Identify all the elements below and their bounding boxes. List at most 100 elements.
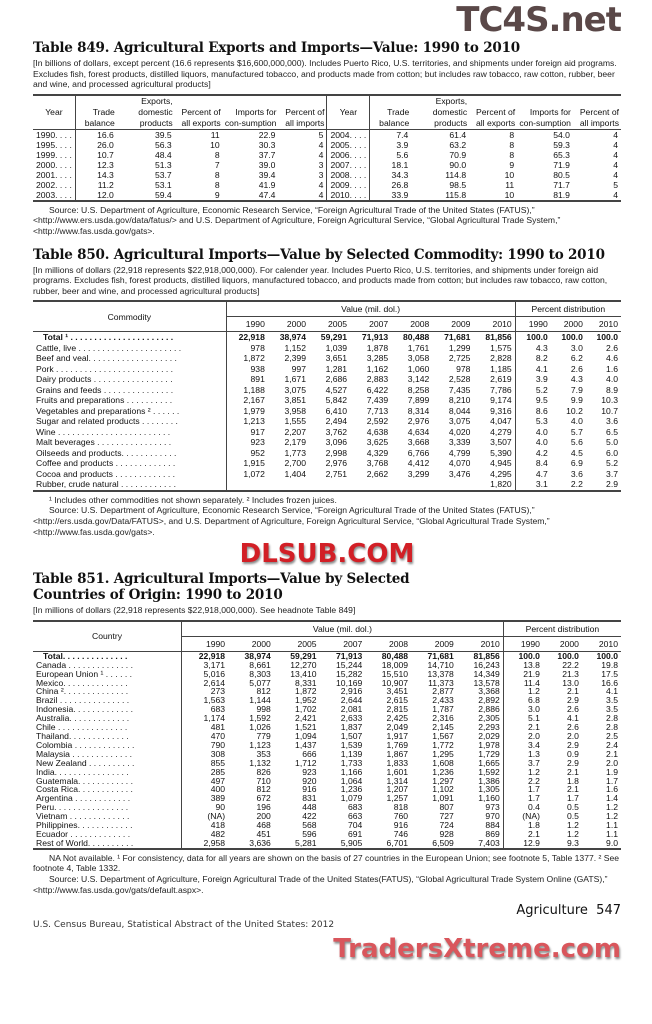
table-cell: 38,974 (279, 332, 306, 343)
table-cell: 15,244 (336, 659, 363, 670)
table-cell: 2,815 (386, 704, 409, 715)
table-cell: 2.0 (566, 730, 579, 741)
table-cell: 5.0 (606, 437, 618, 448)
table-cell: 4,527 (325, 384, 348, 395)
table-cell: 2,145 (432, 722, 454, 733)
year-header: 2008 (365, 636, 412, 652)
table-row: Total. . . . . . . . . . . . . . 22,918 38… (33, 650, 621, 661)
table-cell: 81,856 (473, 331, 516, 343)
table-cell: 1.9 (606, 766, 618, 777)
table-cell: 80,488 (381, 650, 409, 661)
table-cell: 10,907 (381, 677, 409, 688)
table-cell: 1,060 (407, 363, 430, 374)
table-cell: 2005. . . . (326, 139, 371, 150)
table-cell: 1,608 (432, 757, 454, 768)
table-cell: 11 (210, 129, 220, 140)
table-850-title: Table 850. Agricultural Imports—Value by… (33, 246, 605, 263)
table-cell: 285 (210, 766, 226, 777)
table-cell: 100.0 (526, 332, 548, 343)
table-cell: 6,410 (325, 405, 348, 416)
table-cell: 21.3 (562, 668, 579, 679)
table-row: Rubber, crude natural . . . . . . . . . … (33, 479, 621, 491)
table-cell: 2008. . . . (326, 169, 371, 180)
table-cell: 15,510 (381, 668, 409, 679)
table-851-footnote: NA Not available. ¹ For consistency, dat… (33, 852, 620, 874)
table-cell: 1,507 (340, 730, 363, 741)
table-cell: 2,976 (325, 458, 348, 469)
table-cell: 5,905 (340, 837, 363, 848)
table-cell: 4 (613, 139, 618, 150)
table-cell (350, 479, 391, 491)
table-cell: 4,799 (448, 447, 471, 458)
table-cell: 2.6 (570, 363, 583, 374)
table-cell: 4.6 (606, 353, 618, 364)
table-cell: 724 (439, 820, 454, 831)
table-cell: 0.9 (566, 748, 579, 759)
row-label: Malaysia . . . . . . . . . . . . . (33, 749, 183, 759)
year-header: 2010 (473, 316, 516, 333)
table-cell: 1.7 (528, 784, 540, 795)
table-cell: 3.9 (535, 374, 548, 385)
table-cell: 855 (210, 757, 226, 768)
table-cell: 8 (214, 169, 220, 180)
table-row: Wine . . . . . . . . . . . . . . . . . .… (33, 426, 621, 438)
table-cell: 13,578 (456, 678, 504, 688)
table-row: Beef and veal. . . . . . . . . . . . . .… (33, 353, 621, 364)
column-header: Trade balance (369, 94, 412, 130)
table-cell: 1,769 (386, 739, 409, 750)
table-cell: 17.5 (601, 668, 618, 679)
table-cell: 9 (214, 189, 220, 200)
table-cell: 3 (278, 169, 328, 180)
column-header: Imports for con-sumption (222, 94, 279, 130)
row-label: Oilseeds and products. . . . . . . . . .… (33, 447, 227, 459)
header-row: Commodity Value (mil. dol.) Percent distri… (33, 301, 621, 333)
table-cell: 2,167 (243, 395, 265, 406)
table-cell: 727 (439, 811, 454, 822)
table-cell: 3,171 (203, 659, 226, 670)
column-header: Trade balance (75, 94, 117, 130)
table-cell: 3,451 (386, 686, 409, 697)
table-row: Fruits and preparations . . . . . . . . … (33, 395, 621, 406)
table-cell: 3,476 (448, 468, 471, 479)
table-cell: 884 (456, 821, 504, 830)
table-cell: 1,236 (432, 766, 454, 777)
table-cell: 7,435 (448, 384, 471, 395)
table-row: Mexico. . . . . . . . . . . . . . 2,614 5,… (33, 677, 621, 688)
table-cell: 1,162 (366, 363, 389, 374)
year-header: 2000 (550, 316, 586, 333)
table-cell: 59,291 (320, 332, 348, 343)
table-cell: 2,293 (456, 723, 504, 732)
table-cell: 2002. . . . (33, 179, 76, 190)
table-cell: 10 (210, 139, 220, 150)
table-cell: 19.8 (601, 659, 618, 670)
table-cell: 21.9 (523, 668, 540, 679)
table-cell: 71,681 (444, 332, 471, 343)
table-851-title: Table 851. Agricultural Imports—Value by… (33, 571, 410, 604)
table-cell: 6,766 (407, 447, 430, 458)
column-header: Percent of all exports (174, 94, 223, 130)
table-cell: 1,567 (432, 730, 454, 741)
table-cell: 1.1 (606, 828, 618, 839)
table-cell: 5.7 (570, 426, 583, 437)
table-cell: 100.0 (557, 650, 579, 661)
table-cell: 7.4 (396, 129, 409, 140)
table-cell: 308 (210, 748, 226, 759)
table-cell: 869 (456, 830, 504, 839)
table-cell: 2,998 (325, 447, 348, 458)
table-cell: 2,207 (284, 426, 306, 437)
table-cell: 1,702 (295, 704, 317, 715)
table-cell: 400 (210, 784, 226, 795)
row-label: Thailand. . . . . . . . . . . . . (33, 732, 183, 741)
table-cell: 1.8 (566, 775, 579, 786)
table-cell: 7 (214, 159, 220, 170)
table-cell: 1,665 (456, 758, 504, 768)
publisher-line: U.S. Census Bureau, Statistical Abstract… (33, 920, 335, 931)
table-cell: 2,592 (366, 416, 389, 427)
table-cell: 37.7 (258, 149, 276, 160)
table-cell: 9.5 (535, 395, 548, 406)
table-cell: 2001. . . . (33, 169, 76, 180)
table-cell: 8 (214, 149, 220, 160)
table-cell: 1,132 (249, 757, 271, 768)
table-cell: 1,299 (448, 342, 471, 353)
table-cell: 4.3 (535, 342, 548, 353)
